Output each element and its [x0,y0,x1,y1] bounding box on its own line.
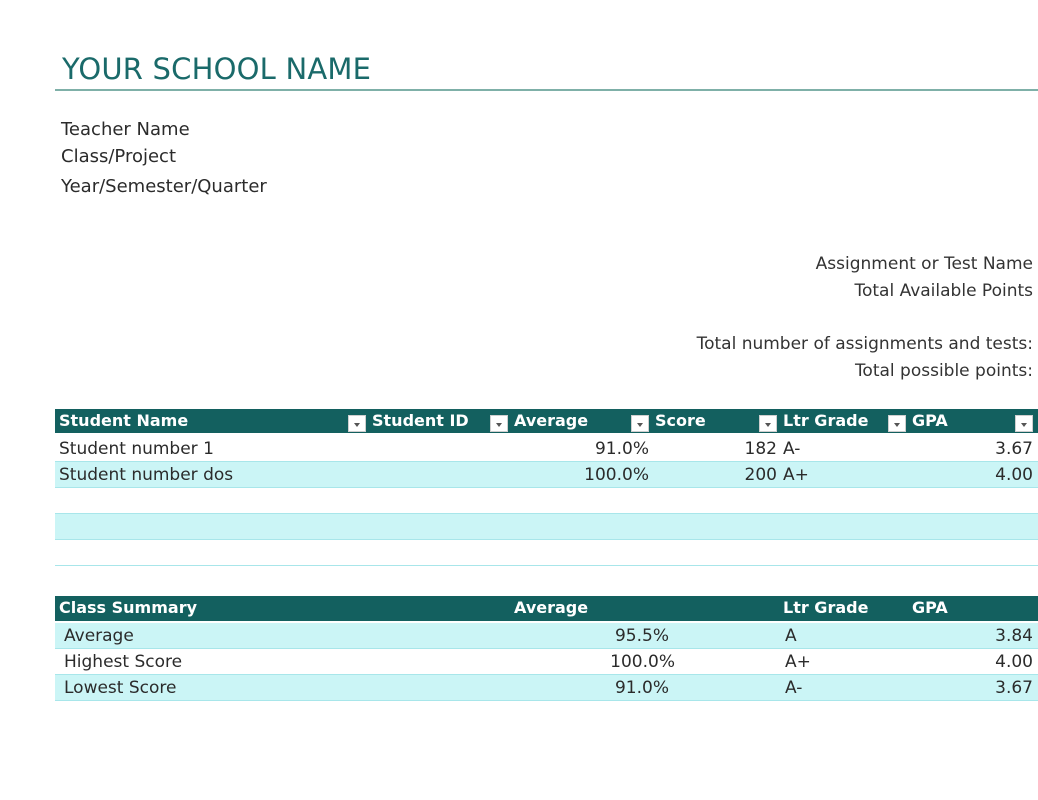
summary-label: Average [64,626,134,646]
student-name-cell[interactable]: Student number 1 [59,439,214,459]
summary-ltr-grade[interactable]: A+ [785,652,811,672]
year-semester-quarter[interactable]: Year/Semester/Quarter [61,176,267,197]
summary-gpa[interactable]: 3.67 [995,678,1033,698]
summary-gpa[interactable]: 3.84 [995,626,1033,646]
ltr-grade-cell[interactable]: A- [783,439,801,459]
column-header-score[interactable]: Score [655,411,706,430]
column-header-gpa: GPA [912,598,948,617]
assignment-name-label[interactable]: Assignment or Test Name [815,254,1033,274]
score-cell[interactable]: 182 [744,439,777,459]
summary-row-highest[interactable]: Highest Score 100.0% A+ 4.00 [55,649,1038,675]
column-header-student-id[interactable]: Student ID [372,411,469,430]
summary-table-header: Class Summary Average Ltr Grade GPA [55,596,1038,621]
summary-average-value[interactable]: 100.0% [610,652,675,672]
ltr-grade-cell[interactable]: A+ [783,465,809,485]
gpa-cell[interactable]: 3.67 [995,439,1033,459]
column-header-class-summary: Class Summary [59,598,198,617]
class-project[interactable]: Class/Project [61,146,177,167]
filter-dropdown-icon[interactable] [888,415,906,432]
gpa-cell[interactable]: 4.00 [995,465,1033,485]
total-assignments-label: Total number of assignments and tests: [696,334,1033,354]
students-table-header: Student Name Student ID Average Score Lt… [55,409,1038,433]
filter-dropdown-icon[interactable] [348,415,366,432]
summary-average-value[interactable]: 91.0% [614,678,669,698]
summary-row-average[interactable]: Average 95.5% A 3.84 [55,623,1038,649]
filter-dropdown-icon[interactable] [1015,415,1033,432]
empty-table-row[interactable] [55,540,1038,566]
empty-table-row[interactable] [55,488,1038,514]
total-possible-points-label: Total possible points: [854,361,1033,381]
class-summary-table: Class Summary Average Ltr Grade GPA Aver… [55,596,1038,701]
summary-ltr-grade[interactable]: A [785,626,797,646]
summary-gpa[interactable]: 4.00 [995,652,1033,672]
average-cell[interactable]: 91.0% [594,439,649,459]
summary-row-lowest[interactable]: Lowest Score 91.0% A- 3.67 [55,675,1038,701]
column-header-ltr-grade[interactable]: Ltr Grade [783,411,869,430]
filter-dropdown-icon[interactable] [490,415,508,432]
summary-label: Lowest Score [64,678,177,698]
title-divider [55,89,1038,91]
column-header-average: Average [514,598,589,617]
teacher-name[interactable]: Teacher Name [61,119,190,140]
students-table: Student Name Student ID Average Score Lt… [55,409,1038,566]
table-row[interactable]: Student number dos 100.0% 200 A+ 4.00 [55,462,1038,488]
column-header-average[interactable]: Average [514,411,589,430]
filter-dropdown-icon[interactable] [759,415,777,432]
school-name-title: YOUR SCHOOL NAME [62,52,372,86]
summary-label: Highest Score [64,652,183,672]
score-cell[interactable]: 200 [744,465,777,485]
student-name-cell[interactable]: Student number dos [59,465,234,485]
column-header-gpa[interactable]: GPA [912,411,948,430]
total-available-points-label[interactable]: Total Available Points [854,281,1033,301]
filter-dropdown-icon[interactable] [631,415,649,432]
table-row[interactable]: Student number 1 91.0% 182 A- 3.67 [55,436,1038,462]
column-header-student-name[interactable]: Student Name [59,411,189,430]
average-cell[interactable]: 100.0% [584,465,649,485]
empty-table-row[interactable] [55,514,1038,540]
summary-ltr-grade[interactable]: A- [785,678,803,698]
summary-average-value[interactable]: 95.5% [614,626,669,646]
column-header-ltr-grade: Ltr Grade [783,598,869,617]
